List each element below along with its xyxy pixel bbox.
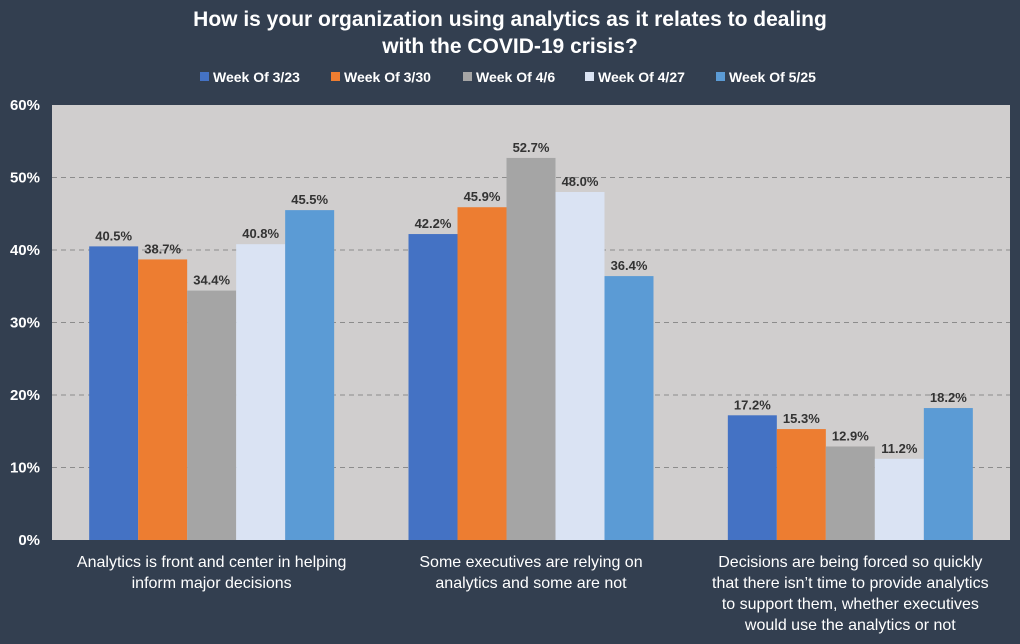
legend-swatch bbox=[200, 72, 209, 81]
data-label: 40.5% bbox=[95, 228, 132, 243]
y-tick-label: 60% bbox=[10, 97, 40, 114]
legend-label: Week Of 4/27 bbox=[598, 69, 685, 85]
data-label: 11.2% bbox=[881, 441, 918, 456]
chart-title: How is your organization using analytics… bbox=[193, 8, 827, 58]
data-label: 18.2% bbox=[930, 390, 967, 405]
chart-title-line: with the COVID-19 crisis? bbox=[381, 35, 638, 58]
data-label: 34.4% bbox=[193, 273, 230, 288]
data-label: 45.9% bbox=[464, 189, 501, 204]
y-tick-label: 0% bbox=[18, 532, 40, 549]
chart-title-line: How is your organization using analytics… bbox=[193, 8, 827, 31]
category-label: Decisions are being forced so quickly tha… bbox=[712, 554, 989, 634]
legend-item: Week Of 5/25 bbox=[716, 69, 816, 85]
y-axis-tick-labels: 0% 10% 20% 30% 40% 50% 60% bbox=[10, 97, 40, 549]
data-label: 40.8% bbox=[242, 226, 279, 241]
data-label: 52.7% bbox=[513, 140, 550, 155]
chart-legend: Week Of 3/23 Week Of 3/30 Week Of 4/6 Week … bbox=[200, 69, 816, 85]
x-axis-category-labels: Analytics is front and center in helping… bbox=[77, 554, 989, 634]
bar bbox=[825, 446, 875, 540]
legend-item: Week Of 4/6 bbox=[463, 69, 555, 85]
y-tick-label: 20% bbox=[10, 387, 40, 404]
bar bbox=[187, 290, 237, 540]
category-label-line: inform major decisions bbox=[132, 575, 292, 592]
bar bbox=[555, 192, 605, 540]
bar bbox=[89, 246, 139, 540]
category-label-line: Decisions are being forced so quickly bbox=[718, 554, 982, 571]
data-label: 15.3% bbox=[783, 411, 820, 426]
legend-item: Week Of 3/30 bbox=[331, 69, 431, 85]
bar bbox=[923, 408, 973, 540]
bar bbox=[776, 429, 826, 540]
legend-label: Week Of 4/6 bbox=[476, 69, 555, 85]
legend-item: Week Of 3/23 bbox=[200, 69, 300, 85]
bar bbox=[604, 276, 654, 540]
bar bbox=[408, 234, 458, 541]
category-label-line: analytics and some are not bbox=[435, 575, 627, 592]
legend-swatch bbox=[463, 72, 472, 81]
legend-label: Week Of 3/30 bbox=[344, 69, 431, 85]
category-label-line: would use the analytics or not bbox=[744, 617, 956, 634]
data-label: 36.4% bbox=[611, 258, 648, 273]
bar bbox=[874, 458, 924, 540]
legend-swatch bbox=[716, 72, 725, 81]
data-label: 12.9% bbox=[832, 428, 869, 443]
y-tick-label: 50% bbox=[10, 170, 40, 187]
y-tick-label: 30% bbox=[10, 315, 40, 332]
legend-label: Week Of 3/23 bbox=[213, 69, 300, 85]
bar bbox=[727, 415, 777, 540]
bar bbox=[457, 207, 507, 540]
data-label: 48.0% bbox=[562, 174, 599, 189]
bar bbox=[506, 157, 556, 541]
legend-label: Week Of 5/25 bbox=[729, 69, 816, 85]
category-label-line: that there isn’t time to provide analyti… bbox=[712, 575, 989, 592]
category-label: Some executives are relying on analytics … bbox=[419, 554, 642, 592]
data-label: 38.7% bbox=[144, 241, 181, 256]
category-label-line: to support them, whether executives bbox=[722, 596, 979, 613]
bar bbox=[285, 210, 335, 540]
bars bbox=[89, 157, 973, 541]
legend-swatch bbox=[585, 72, 594, 81]
legend-item: Week Of 4/27 bbox=[585, 69, 685, 85]
data-label: 17.2% bbox=[734, 397, 771, 412]
data-label: 42.2% bbox=[415, 216, 452, 231]
data-label: 45.5% bbox=[291, 192, 328, 207]
data-labels: 40.5% 38.7% 34.4% 40.8% 45.5% 42.2% 45.9% 52.7%… bbox=[95, 140, 967, 456]
category-label-line: Analytics is front and center in helping bbox=[77, 554, 346, 571]
bar bbox=[236, 244, 286, 540]
bar bbox=[138, 259, 188, 540]
category-label-line: Some executives are relying on bbox=[419, 554, 642, 571]
legend-swatch bbox=[331, 72, 340, 81]
y-tick-label: 40% bbox=[10, 242, 40, 259]
category-label: Analytics is front and center in helping… bbox=[77, 554, 346, 592]
y-tick-label: 10% bbox=[10, 460, 40, 477]
